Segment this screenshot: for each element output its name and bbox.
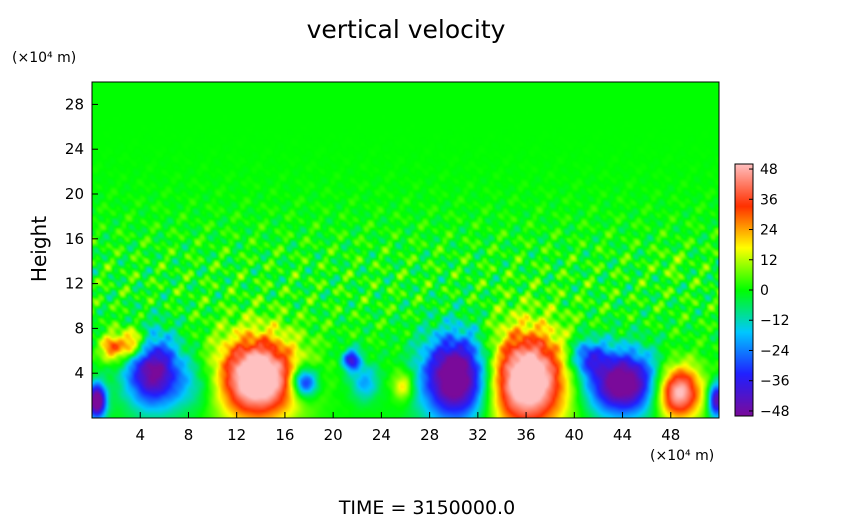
x-tick-label: 8 [184,426,194,444]
x-unit-label: (×10⁴ m) [650,448,714,464]
x-tick-label: 12 [227,426,246,444]
colorbar-tick-label: −12 [760,313,790,329]
x-tick-label: 36 [517,426,536,444]
y-tick-label: 8 [74,319,84,337]
y-tick-label: 28 [65,95,84,113]
colorbar-tick-label: −48 [760,404,790,420]
colorbar-gradient [735,164,753,416]
y-axis-label: Height [27,216,51,282]
y-tick-label: 16 [65,230,84,248]
colorbar-tick-label: 12 [760,253,778,269]
y-tick-label: 12 [65,275,84,293]
colorbar-ticks: 48 36 24 12 0 −12 −24 −36 −48 [749,162,790,420]
x-tick-label: 32 [468,426,487,444]
x-axis-ticks: 4 8 12 16 20 24 28 32 36 40 44 48 [135,412,680,444]
time-footer: TIME = 3150000.0 [338,497,515,519]
x-tick-label: 28 [420,426,439,444]
x-tick-label: 48 [661,426,680,444]
colorbar-tick-label: 0 [760,283,769,299]
y-axis-ticks: 4 8 12 16 20 24 28 [65,95,98,382]
y-tick-label: 24 [65,140,84,158]
x-tick-label: 16 [275,426,294,444]
colorbar: 48 36 24 12 0 −12 −24 −36 −48 [734,162,790,420]
x-tick-label: 4 [135,426,145,444]
x-tick-label: 44 [613,426,632,444]
y-tick-label: 20 [65,185,84,203]
colorbar-tick-label: 48 [760,162,778,178]
plot-frame [91,81,720,419]
heatmap-image [92,82,719,418]
colorbar-tick-label: −36 [760,374,790,390]
colorbar-tick-label: 36 [760,192,778,208]
colorbar-tick-label: −24 [760,343,790,359]
y-unit-label: (×10⁴ m) [12,50,76,66]
x-tick-label: 20 [324,426,343,444]
y-tick-label: 4 [74,364,84,382]
x-tick-label: 40 [565,426,584,444]
colorbar-tick-label: 24 [760,223,778,239]
chart-title: vertical velocity [307,15,506,44]
x-tick-label: 24 [372,426,391,444]
